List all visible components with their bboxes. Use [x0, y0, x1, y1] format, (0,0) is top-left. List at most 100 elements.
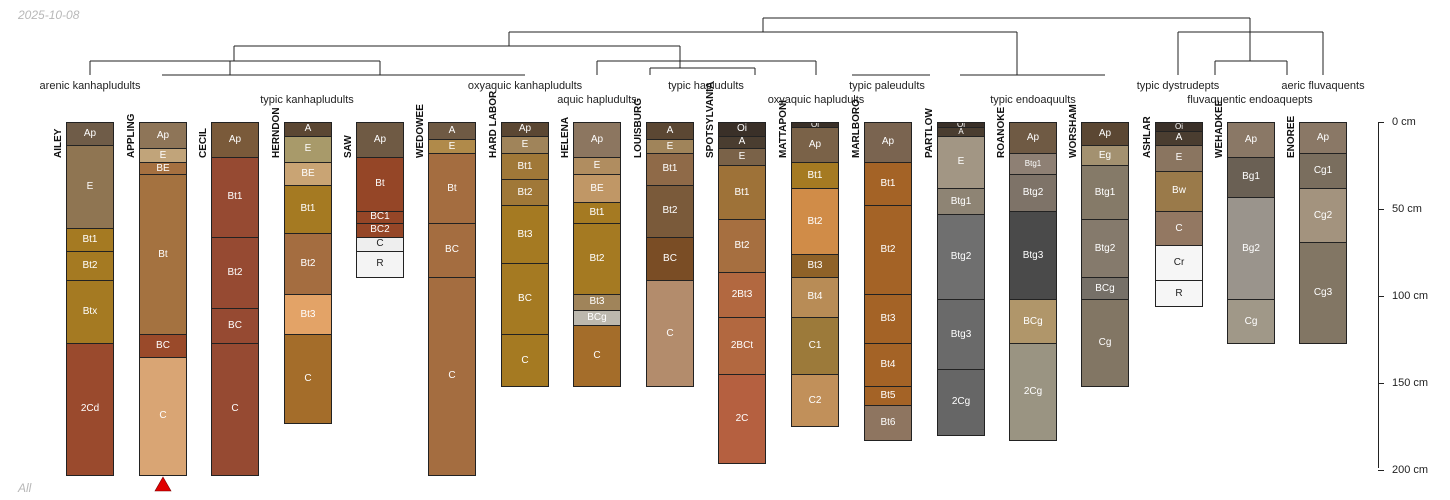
- horizon-label: Ap: [881, 136, 895, 148]
- horizon-label: Btg2: [1022, 186, 1044, 198]
- profile-name-helena: HELENA: [560, 116, 571, 158]
- horizon-label: Cg: [1244, 315, 1258, 327]
- depth-tick: [1378, 295, 1384, 297]
- horizon-label: BC: [445, 244, 459, 256]
- horizon-label: Bt3: [807, 259, 823, 271]
- horizon: Ap: [501, 122, 549, 137]
- horizon: E: [718, 148, 766, 167]
- horizon-label: Ap: [1316, 132, 1330, 144]
- horizon: BCg: [573, 309, 621, 327]
- horizon-label: Bt6: [880, 417, 896, 429]
- horizon-label: Bt1: [662, 163, 678, 175]
- horizon-label: BC: [518, 292, 532, 304]
- profile-name-worsham: WORSHAM: [1068, 104, 1079, 158]
- horizon-label: Bt: [447, 182, 457, 194]
- horizon: Bt3: [284, 294, 332, 336]
- horizon-label: E: [1175, 152, 1183, 164]
- horizon-label: BC: [156, 339, 170, 351]
- horizon: Ap: [1299, 122, 1347, 155]
- horizon: Ap: [791, 127, 839, 163]
- horizon-label: C: [1175, 222, 1183, 234]
- taxon-label: typic endoaquults: [990, 94, 1076, 106]
- horizon: 2Cg: [1009, 342, 1057, 442]
- horizon: Bt3: [573, 294, 621, 311]
- horizon-label: Bt2: [734, 239, 750, 251]
- profile-name-wedowee: WEDOWEE: [415, 104, 426, 158]
- horizon-label: C: [304, 372, 312, 384]
- horizon-label: 2Cg: [1023, 386, 1043, 398]
- horizon-label: 2Cg: [951, 396, 971, 408]
- horizon: A: [646, 122, 694, 141]
- horizon-label: C: [521, 354, 529, 366]
- depth-tick-label: 0 cm: [1392, 116, 1416, 128]
- depth-axis-line: [1378, 122, 1379, 468]
- horizon-label: BC2: [370, 224, 390, 236]
- horizon-label: Bt3: [880, 312, 896, 324]
- horizon: Bt3: [501, 205, 549, 264]
- horizon-label: A: [666, 125, 674, 137]
- horizon-label: Oi: [811, 122, 819, 129]
- horizon-label: Bg2: [1242, 242, 1260, 254]
- profile-column: Ap E BE Bt1 Bt2 Bt3 BCg C: [573, 0, 621, 500]
- horizon-label: Oi: [737, 123, 747, 135]
- taxon-label: fluvaquentic endoaquepts: [1187, 94, 1313, 106]
- horizon: BC2: [356, 222, 404, 238]
- horizon-label: BCg: [1023, 315, 1043, 327]
- horizon-label: Ap: [590, 133, 604, 145]
- horizon: Bt2: [573, 222, 621, 296]
- depth-tick: [1378, 208, 1384, 210]
- horizon-label: BC: [663, 253, 677, 264]
- horizon-label: BE: [156, 162, 170, 174]
- profile-column: Oi A E Btg1 Btg2 Btg3 2Cg: [937, 0, 985, 500]
- horizon: Btx: [66, 280, 114, 344]
- horizon: E: [284, 135, 332, 163]
- horizon: Bt: [139, 174, 187, 336]
- horizon-label: Bt2: [517, 186, 533, 198]
- horizon-label: 2BCt: [730, 339, 754, 351]
- profile-name-spotsylvania: SPOTSYLVANIA: [705, 81, 716, 158]
- profile-column: Ap Bt BC1 BC2 C R: [356, 0, 404, 500]
- taxon-label: typic hapludults: [668, 80, 744, 92]
- horizon: C: [573, 325, 621, 388]
- horizon-label: Ap: [1244, 133, 1258, 145]
- horizon-label: 2Cd: [80, 403, 100, 415]
- horizon: Bt3: [864, 294, 912, 344]
- profile-column: Ap Bt1 Bt2 BC C: [211, 0, 259, 500]
- horizon-label: Bt1: [807, 169, 823, 181]
- profile-name-ailey: AILEY: [53, 128, 64, 158]
- horizon-label: A: [304, 123, 312, 135]
- horizon-label: Bt2: [82, 259, 98, 271]
- taxon-label: typic dystrudepts: [1136, 80, 1220, 92]
- horizon-label: 2C: [735, 412, 749, 424]
- horizon-label: Cr: [1173, 257, 1185, 269]
- profile-name-marlboro: MARLBORO: [851, 99, 862, 158]
- profile-name-cecil: CECIL: [198, 128, 209, 158]
- taxon-label: typic kanhapludults: [260, 94, 354, 106]
- horizon: C: [428, 276, 476, 476]
- horizon-label: A: [1175, 132, 1183, 144]
- horizon: Btg1: [1009, 153, 1057, 176]
- horizon-label: Bt2: [589, 252, 605, 264]
- horizon: 2Cd: [66, 342, 114, 476]
- horizon: Btg1: [1081, 165, 1129, 221]
- horizon: A: [284, 122, 332, 137]
- depth-tick: [1378, 122, 1384, 123]
- horizon-label: A: [738, 136, 746, 148]
- horizon: Oi: [718, 122, 766, 137]
- horizon-label: E: [957, 156, 965, 168]
- horizon: Ap: [211, 122, 259, 158]
- horizon: BCg: [1081, 276, 1129, 301]
- horizon-label: C: [231, 403, 239, 415]
- profile-column: A E Bt1 Bt2 BC C: [646, 0, 694, 500]
- horizon: C: [501, 334, 549, 388]
- horizon-label: Ap: [156, 129, 170, 141]
- horizon-label: Btg2: [950, 251, 972, 263]
- horizon: Ap: [573, 122, 621, 158]
- horizon: Cg: [1081, 299, 1129, 388]
- profile-column: Ap Eg Btg1 Btg2 BCg Cg: [1081, 0, 1129, 500]
- horizon: 2BCt: [718, 316, 766, 376]
- horizon: Cg3: [1299, 241, 1347, 344]
- horizon-label: C: [159, 410, 167, 422]
- horizon: Bt2: [66, 250, 114, 282]
- date-stamp: 2025-10-08: [18, 8, 80, 22]
